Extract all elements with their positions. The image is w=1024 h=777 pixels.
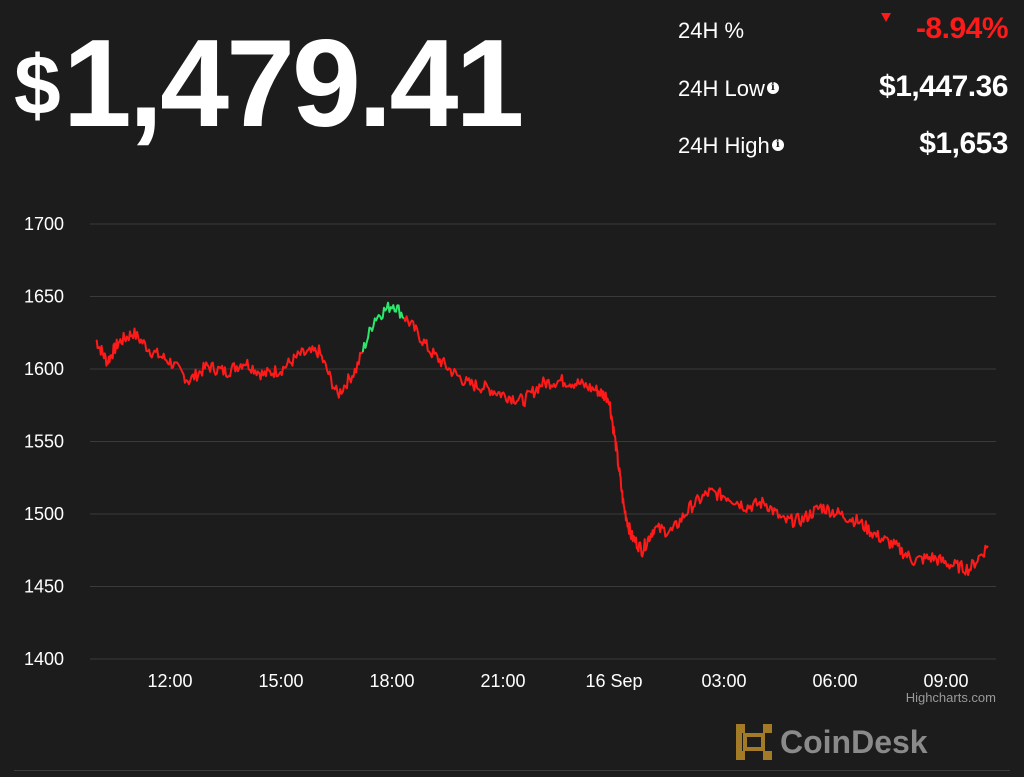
current-price: $1,479.41 xyxy=(14,22,524,146)
highcharts-credit[interactable]: Highcharts.com xyxy=(905,690,996,705)
data-point[interactable] xyxy=(206,364,210,368)
data-point[interactable] xyxy=(893,544,897,548)
data-point[interactable] xyxy=(150,350,154,354)
info-icon[interactable]: i xyxy=(771,139,784,151)
data-point[interactable] xyxy=(559,379,563,383)
data-point[interactable] xyxy=(689,505,693,509)
data-point[interactable] xyxy=(856,519,860,523)
data-point[interactable] xyxy=(837,512,841,516)
data-point[interactable] xyxy=(410,324,414,328)
x-tick-label: 12:00 xyxy=(147,671,192,690)
data-point[interactable] xyxy=(819,505,823,509)
x-tick-label: 18:00 xyxy=(369,671,414,690)
price-line-segment[interactable] xyxy=(95,327,364,399)
y-tick-label: 1450 xyxy=(24,577,64,597)
data-point[interactable] xyxy=(967,567,971,571)
data-point[interactable] xyxy=(607,396,611,400)
y-tick-label: 1650 xyxy=(24,287,64,307)
data-point[interactable] xyxy=(373,316,377,320)
data-point[interactable] xyxy=(614,447,618,451)
data-point[interactable] xyxy=(912,558,916,562)
y-tick-label: 1500 xyxy=(24,504,64,524)
data-point[interactable] xyxy=(336,393,340,397)
stat-24h-low-label-text: 24H Low xyxy=(678,76,765,101)
stat-24h-change-label: 24H % xyxy=(678,18,745,43)
data-point[interactable] xyxy=(577,382,581,386)
data-point[interactable] xyxy=(503,393,507,397)
bottom-divider xyxy=(14,770,1010,771)
data-point[interactable] xyxy=(131,331,135,335)
data-point[interactable] xyxy=(596,389,600,393)
data-point[interactable] xyxy=(484,386,488,390)
data-point[interactable] xyxy=(168,360,172,364)
coindesk-wordmark: CoinDesk xyxy=(780,723,928,760)
data-point[interactable] xyxy=(280,367,284,371)
data-point[interactable] xyxy=(782,519,786,523)
price-line-segment[interactable] xyxy=(361,301,405,353)
x-tick-label: 06:00 xyxy=(812,671,857,690)
data-point[interactable] xyxy=(447,367,451,371)
data-point[interactable] xyxy=(466,382,470,386)
data-point[interactable] xyxy=(800,518,804,522)
data-point[interactable] xyxy=(187,379,191,383)
price-line-segment[interactable] xyxy=(403,315,989,576)
data-point[interactable] xyxy=(763,500,767,504)
y-tick-label: 1400 xyxy=(24,649,64,669)
down-triangle-icon xyxy=(881,13,891,22)
data-point[interactable] xyxy=(875,534,879,538)
data-point[interactable] xyxy=(94,338,98,342)
data-point[interactable] xyxy=(652,527,656,531)
data-point[interactable] xyxy=(521,399,525,403)
data-point[interactable] xyxy=(429,350,433,354)
info-icon[interactable]: i xyxy=(766,82,779,94)
data-point[interactable] xyxy=(105,360,109,364)
data-point[interactable] xyxy=(930,556,934,560)
stat-24h-low-label: 24H Low i xyxy=(678,76,779,102)
stat-24h-low-value: $1,447.36 xyxy=(879,70,1008,103)
data-point[interactable] xyxy=(726,495,730,499)
data-point[interactable] xyxy=(629,534,633,538)
x-tick-label: 21:00 xyxy=(480,671,525,690)
data-point[interactable] xyxy=(116,341,120,345)
data-point[interactable] xyxy=(640,548,644,552)
data-point[interactable] xyxy=(298,353,302,357)
data-point[interactable] xyxy=(986,544,990,548)
data-point[interactable] xyxy=(243,360,247,364)
x-tick-label: 16 Sep xyxy=(585,671,642,690)
data-point[interactable] xyxy=(744,505,748,509)
data-point[interactable] xyxy=(622,505,626,509)
coindesk-mark-icon xyxy=(736,724,772,760)
data-point[interactable] xyxy=(224,370,228,374)
data-point[interactable] xyxy=(949,563,953,567)
data-point[interactable] xyxy=(354,367,358,371)
data-point[interactable] xyxy=(670,529,674,533)
stat-24h-high-label: 24H High i xyxy=(678,133,784,159)
x-tick-label: 03:00 xyxy=(701,671,746,690)
coindesk-logo[interactable]: CoinDesk xyxy=(734,722,928,762)
data-point[interactable] xyxy=(707,490,711,494)
price-value: 1,479.41 xyxy=(62,15,525,153)
data-point[interactable] xyxy=(391,302,395,306)
stat-24h-high-value: $1,653 xyxy=(919,127,1008,160)
stat-24h-change-value: -8.94% xyxy=(915,12,1009,45)
data-point[interactable] xyxy=(261,373,265,377)
price-chart[interactable]: 1700 1650 1600 1550 1500 1450 1400 12:00 15:00 18… xyxy=(0,190,1024,690)
stat-24h-high-label-text: 24H High xyxy=(678,133,770,158)
y-tick-label: 1600 xyxy=(24,359,64,379)
x-tick-label: 09:00 xyxy=(923,671,968,690)
data-point[interactable] xyxy=(317,350,321,354)
data-point[interactable] xyxy=(540,382,544,386)
x-tick-label: 15:00 xyxy=(258,671,303,690)
y-tick-label: 1550 xyxy=(24,432,64,452)
y-tick-label: 1700 xyxy=(24,214,64,234)
price-currency-symbol: $ xyxy=(14,38,61,132)
